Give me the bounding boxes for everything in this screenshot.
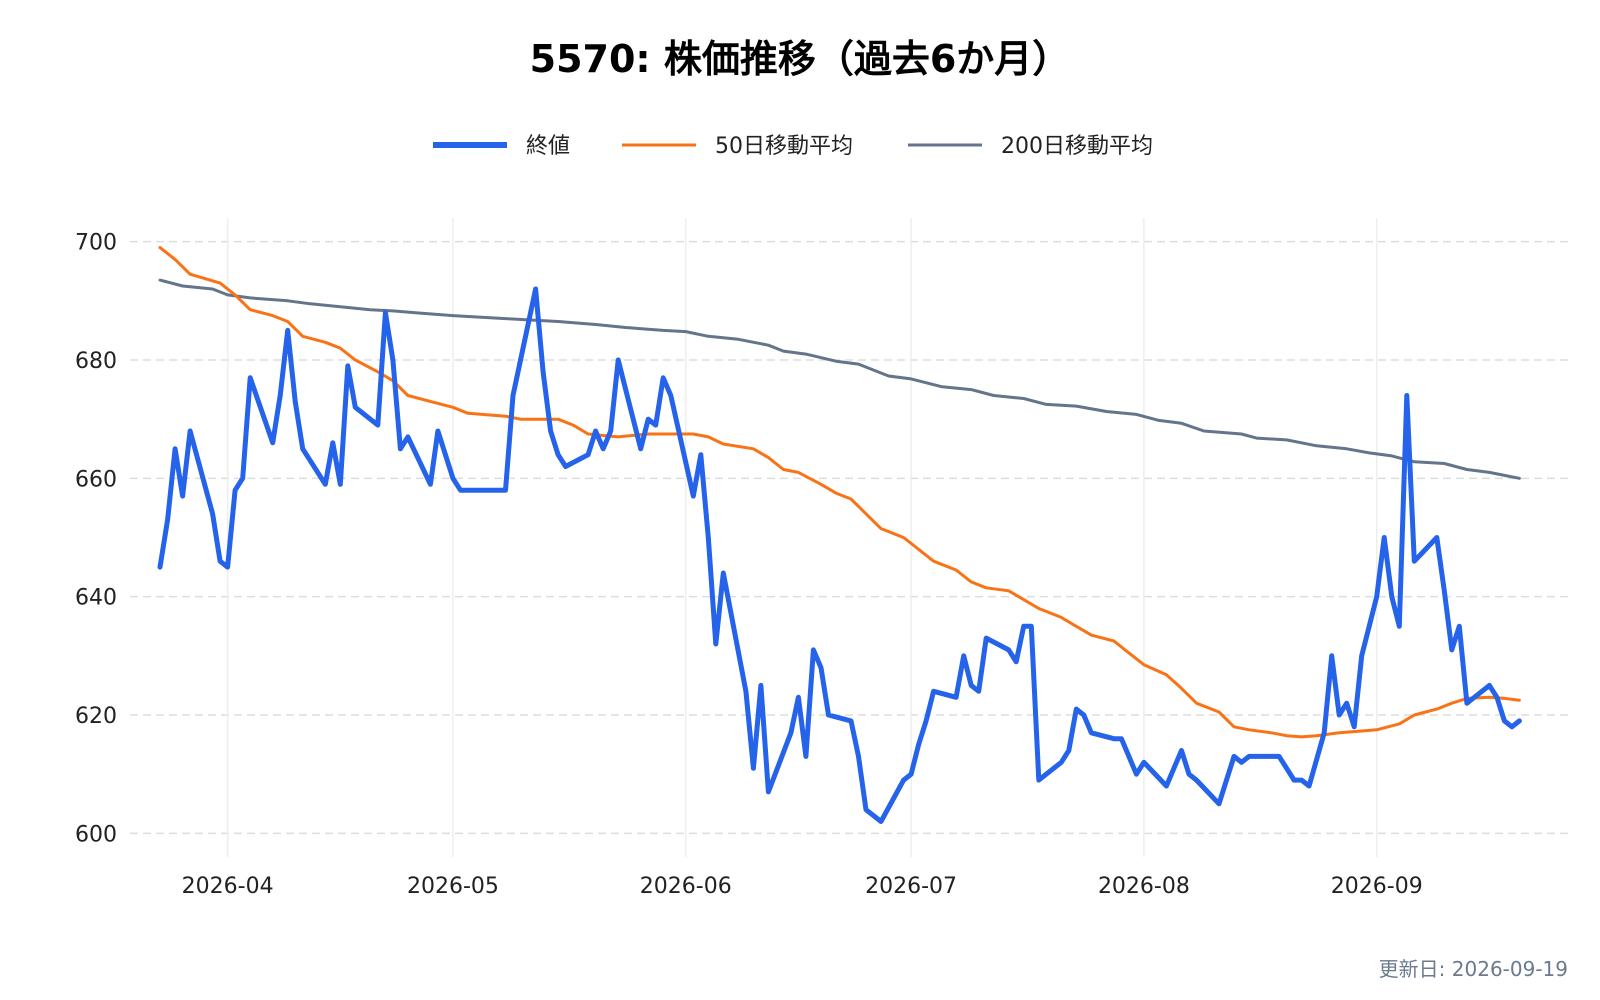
chart-title: 5570: 株価推移（過去6か月） [529, 37, 1071, 81]
y-tick-label: 640 [75, 586, 117, 611]
update-date-label: 更新日: 2026-09-19 [1378, 957, 1568, 981]
x-axis-tick-labels: 2026-04 2026-05 2026-06 2026-07 2026-08 2026-… [182, 874, 1423, 899]
y-tick-label: 620 [75, 704, 117, 729]
legend: 終値 50日移動平均 200日移動平均 [433, 134, 1153, 159]
x-tick-label: 2026-04 [182, 874, 274, 899]
legend-label: 50日移動平均 [715, 134, 853, 159]
series-lines [157, 246, 1522, 824]
y-axis-tick-labels: 600 620 640 660 680 700 [75, 231, 117, 848]
y-tick-label: 700 [75, 231, 117, 256]
legend-label: 200日移動平均 [1001, 134, 1153, 159]
series-line-close [157, 286, 1522, 824]
series-line-ma50 [158, 246, 1521, 739]
grid-lines [130, 218, 1572, 857]
y-tick-label: 660 [75, 467, 117, 492]
x-tick-label: 2026-08 [1098, 874, 1190, 899]
y-tick-label: 600 [75, 822, 117, 847]
x-tick-label: 2026-06 [640, 874, 732, 899]
series-line-ma200 [158, 278, 1521, 480]
y-tick-label: 680 [75, 349, 117, 374]
x-tick-label: 2026-05 [407, 874, 499, 899]
x-tick-label: 2026-09 [1331, 874, 1423, 899]
legend-label: 終値 [526, 134, 570, 159]
x-tick-label: 2026-07 [865, 874, 957, 899]
